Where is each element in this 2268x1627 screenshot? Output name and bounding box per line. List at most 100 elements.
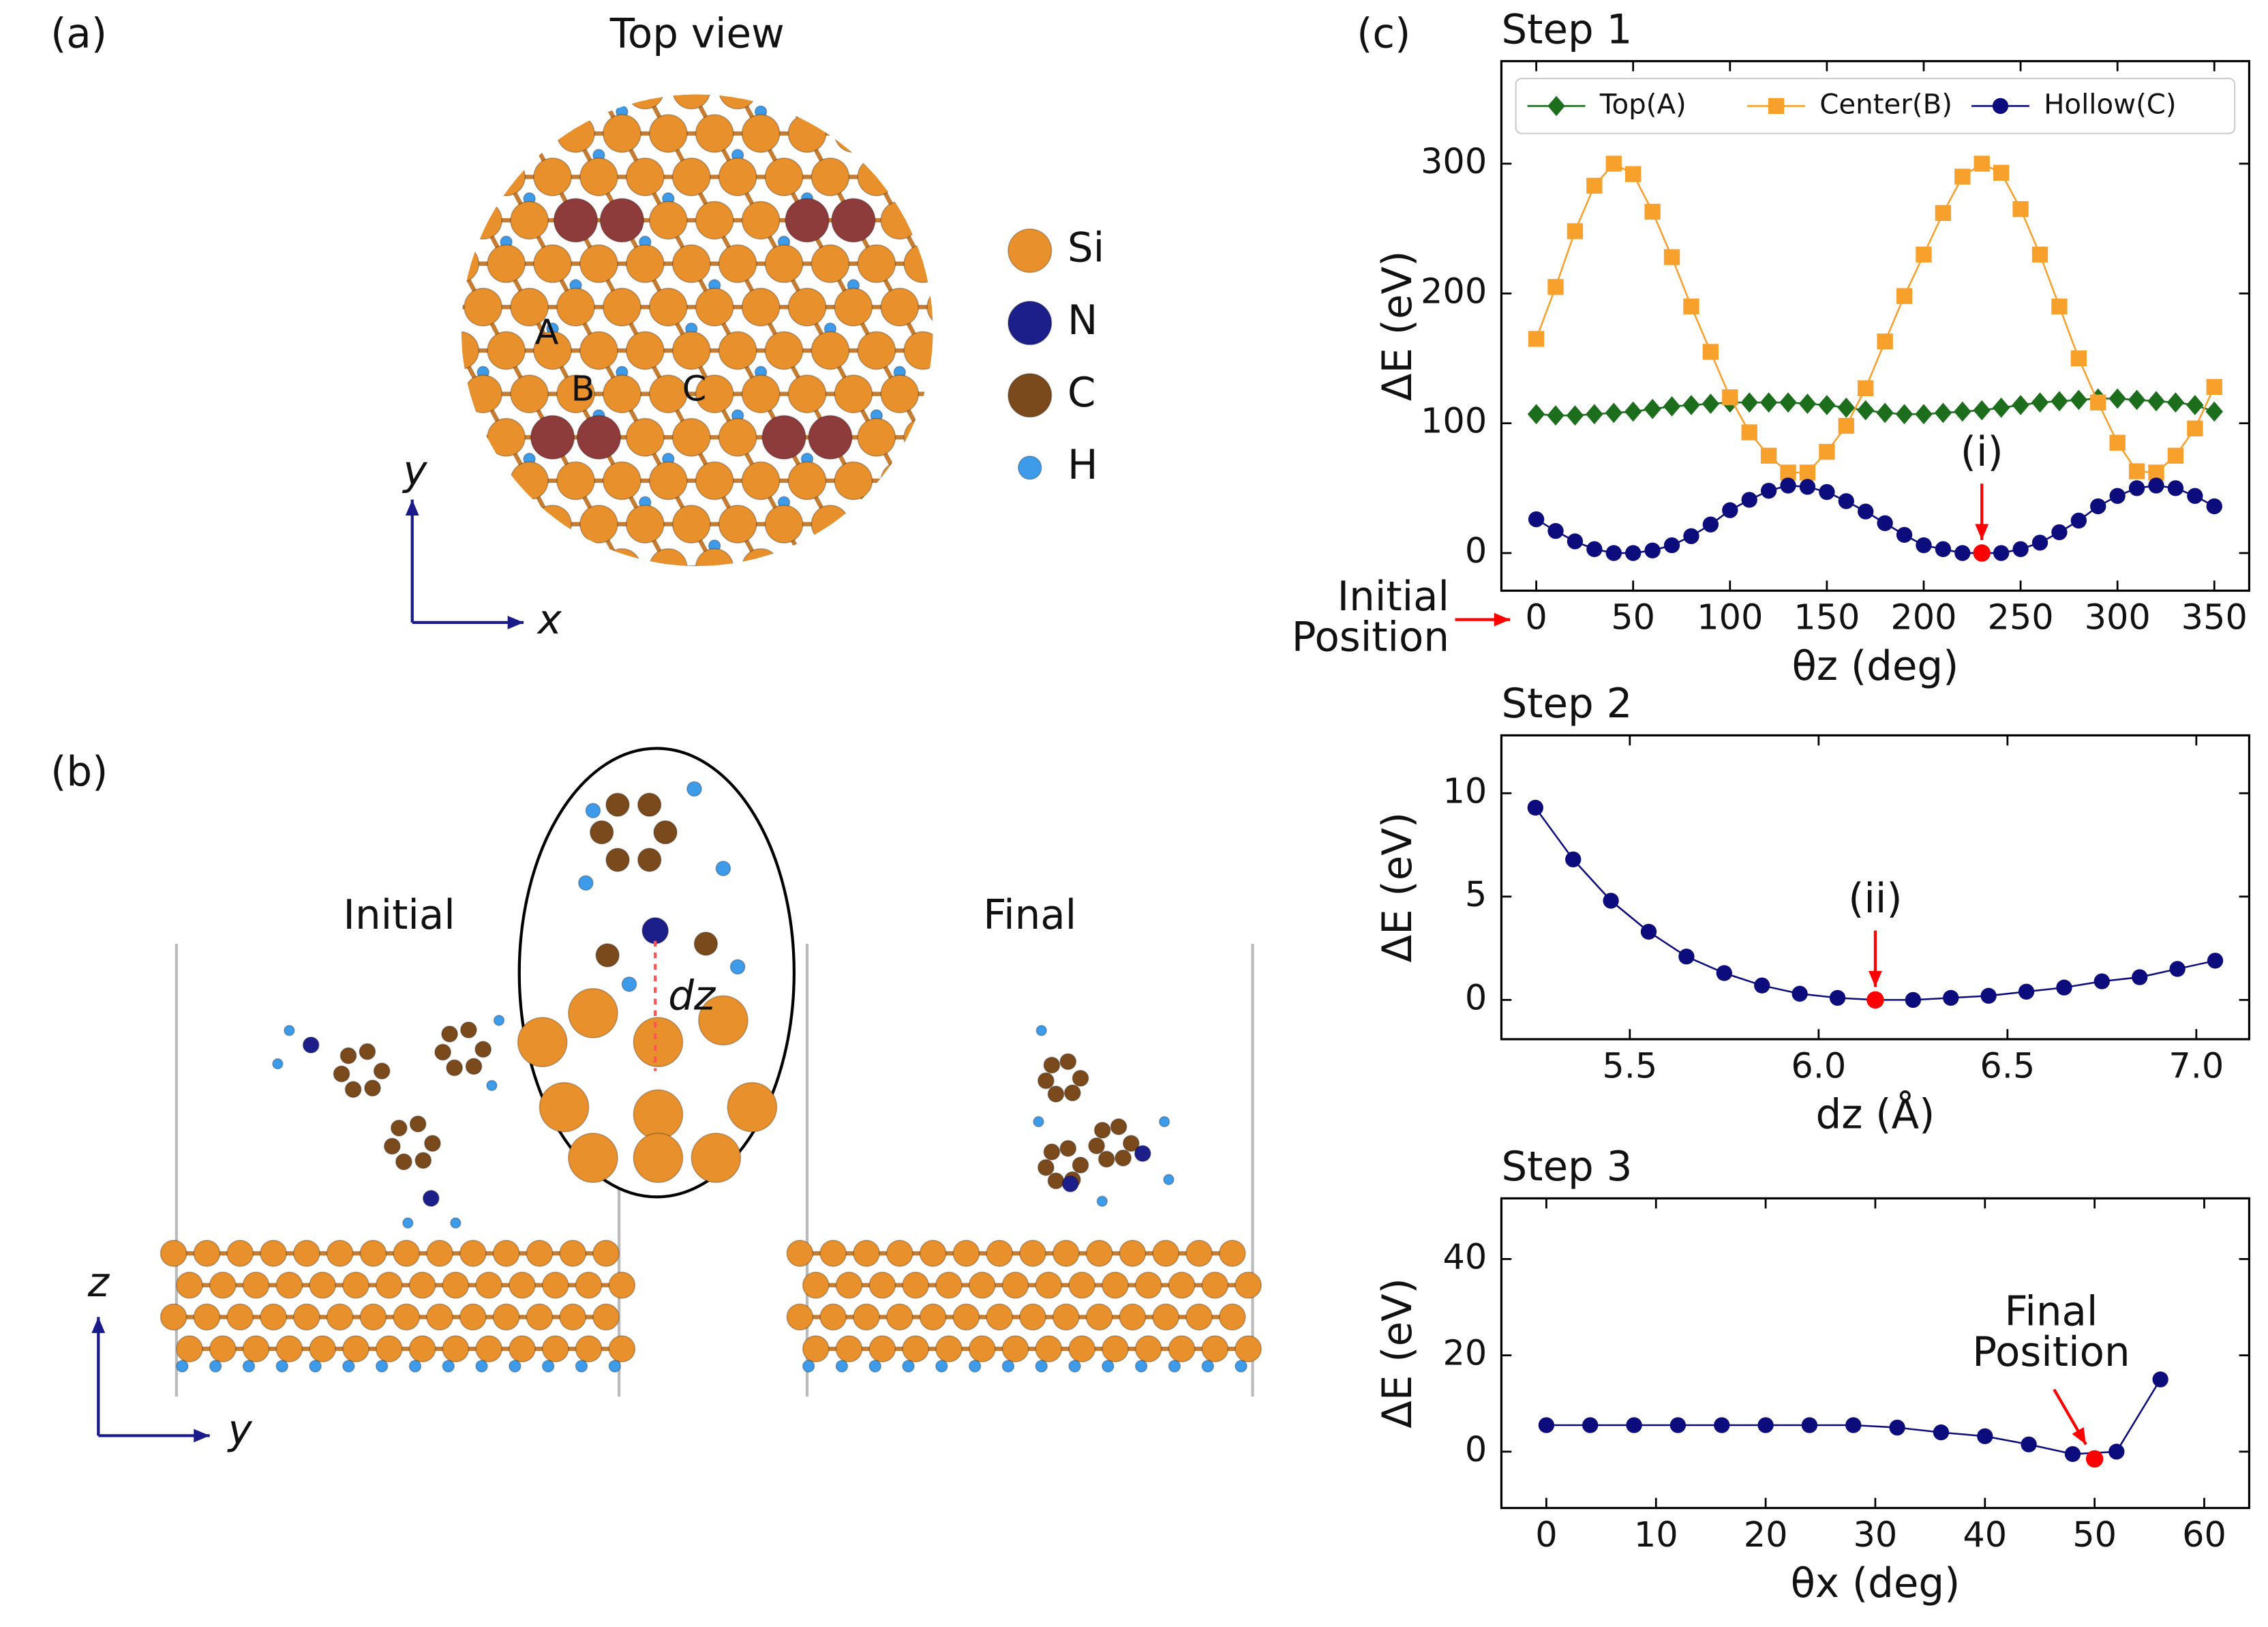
marker	[1741, 424, 1757, 441]
panel-b: Initial Final dz z y	[87, 747, 1262, 1454]
legend-marker	[1547, 95, 1565, 117]
atom	[625, 94, 665, 110]
bond	[738, 611, 761, 655]
top-view-title: Top view	[609, 11, 785, 58]
lattice	[372, 28, 993, 655]
atom	[344, 1081, 362, 1099]
atom	[1008, 228, 1053, 273]
atom	[510, 114, 549, 153]
bond	[414, 264, 437, 308]
atom	[671, 505, 711, 544]
atom	[950, 331, 988, 369]
atom	[857, 331, 896, 370]
atom	[625, 331, 665, 370]
atom	[446, 1059, 464, 1077]
atom	[919, 1240, 947, 1267]
atom	[847, 539, 860, 552]
marker	[1896, 526, 1913, 543]
bond	[691, 611, 714, 655]
atom	[526, 1240, 554, 1267]
bond	[599, 611, 622, 655]
atom	[553, 198, 599, 243]
atom	[533, 331, 572, 370]
marker	[1644, 542, 1661, 558]
y-tick-label: 0	[1465, 978, 1487, 1018]
atom	[916, 496, 930, 509]
marker	[1663, 537, 1680, 554]
atom	[787, 548, 827, 567]
marker	[1954, 545, 1971, 561]
atom	[339, 1047, 357, 1064]
atom	[1101, 1335, 1129, 1363]
atom	[426, 1303, 453, 1331]
chart-title: Step 1	[1501, 6, 1632, 53]
marker	[2207, 953, 2224, 969]
atom	[493, 1015, 505, 1026]
atom	[450, 1217, 462, 1229]
site-label: C	[682, 369, 707, 409]
atom	[509, 1360, 521, 1373]
atom	[1035, 1335, 1063, 1363]
marker	[2031, 392, 2049, 413]
atom	[625, 417, 665, 457]
atom	[511, 28, 548, 65]
atom	[919, 1303, 947, 1331]
atom	[968, 1360, 982, 1373]
atom	[309, 1271, 337, 1299]
bond	[575, 46, 599, 90]
atom	[637, 848, 662, 872]
atom	[533, 157, 572, 196]
bond	[897, 132, 925, 178]
atom	[1088, 1137, 1106, 1154]
atom	[547, 584, 558, 595]
atom	[372, 28, 409, 65]
marker	[1876, 402, 1894, 423]
atom	[1152, 1240, 1180, 1267]
bond	[920, 175, 933, 222]
atom	[950, 72, 988, 109]
bond	[875, 94, 902, 135]
marker	[1954, 168, 1971, 185]
legend-label: Center(B)	[1819, 88, 1952, 120]
annotation: (i)	[1961, 429, 2004, 476]
x-tick-label: 150	[1794, 598, 1860, 638]
atom	[342, 1335, 369, 1363]
atom	[464, 28, 502, 65]
marker	[1895, 404, 1914, 425]
bond	[550, 94, 578, 135]
marker	[1905, 991, 1922, 1009]
atom	[881, 28, 918, 65]
bond	[645, 611, 668, 655]
marker	[1992, 398, 2010, 418]
marker	[1935, 541, 1952, 558]
bond	[969, 611, 993, 655]
atom	[275, 1335, 303, 1363]
marker	[1527, 404, 1545, 425]
marker	[1915, 404, 1933, 425]
atom	[431, 540, 442, 552]
marker	[2147, 391, 2165, 412]
atom	[858, 592, 895, 629]
atom	[1019, 1240, 1046, 1267]
atom	[1068, 1360, 1081, 1373]
atom	[811, 592, 849, 629]
atom	[950, 245, 988, 282]
marker	[1974, 155, 1990, 172]
atom	[209, 1271, 237, 1299]
atom	[487, 417, 526, 457]
x-tick-label: 6.0	[1791, 1046, 1846, 1086]
marker	[1916, 537, 1932, 554]
bond	[461, 219, 462, 265]
atom	[176, 1335, 203, 1363]
atom	[434, 1043, 452, 1061]
atom	[541, 1271, 569, 1299]
legend-marker	[1768, 98, 1785, 115]
atom	[894, 627, 905, 638]
atom	[819, 1303, 847, 1331]
atom	[831, 198, 876, 243]
marker	[1683, 298, 1699, 315]
atom	[608, 1360, 622, 1373]
atom	[242, 1335, 270, 1363]
arrow-head	[194, 1429, 210, 1443]
marker	[2186, 395, 2204, 415]
